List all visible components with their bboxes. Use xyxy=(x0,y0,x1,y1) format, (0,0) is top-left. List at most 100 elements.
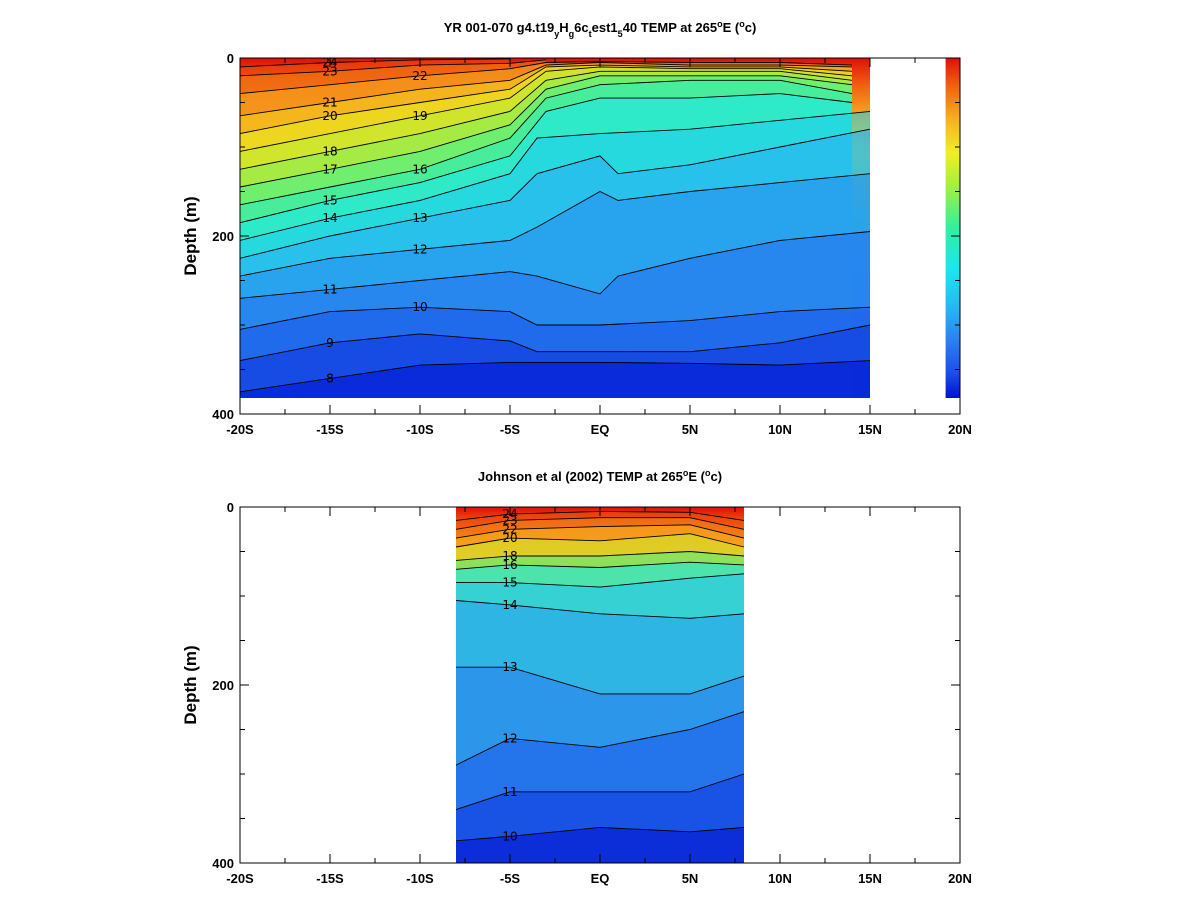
x-tick-label: 5N xyxy=(682,422,699,437)
contour-line xyxy=(239,66,853,152)
contour-line xyxy=(239,61,853,95)
contour-line xyxy=(239,79,853,206)
title-part: c) xyxy=(745,20,757,35)
contour-label: 18 xyxy=(322,144,337,158)
y-tick-label: 200 xyxy=(212,229,234,244)
y-tick-label: 200 xyxy=(212,678,234,693)
contour-line xyxy=(455,524,745,539)
contour-line xyxy=(239,62,853,117)
title-part: YR 001-070 g4.t19 xyxy=(444,20,555,35)
title-part: g xyxy=(569,29,575,39)
contour-label: 19 xyxy=(412,109,427,123)
contour-label: 13 xyxy=(412,211,427,225)
contour-label: 16 xyxy=(502,558,517,572)
contour-label: 13 xyxy=(502,660,517,674)
contour-label: 12 xyxy=(412,242,427,256)
x-tick-label: 10N xyxy=(768,871,792,886)
contour-line xyxy=(239,70,853,170)
contour-label: 14 xyxy=(322,211,337,225)
contour-band xyxy=(456,827,744,863)
contour-line xyxy=(239,324,871,362)
x-tick-label: EQ xyxy=(591,422,610,437)
contour-label: 12 xyxy=(502,731,517,745)
contour-line xyxy=(455,711,745,766)
contour-line xyxy=(239,360,871,393)
contour-label: 10 xyxy=(502,829,517,843)
contour-line xyxy=(455,600,745,619)
contour-label: 17 xyxy=(322,162,337,176)
contour-line xyxy=(455,773,745,811)
x-tick-label: -10S xyxy=(406,871,434,886)
y-axis-label: Depth (m) xyxy=(181,645,200,724)
title-part: o xyxy=(705,468,711,478)
title-part: Johnson et al (2002) TEMP at 265 xyxy=(478,469,683,484)
chart-title: Johnson et al (2002) TEMP at 265oE (oc) xyxy=(478,468,722,484)
title-part: o xyxy=(683,468,689,478)
land-mask xyxy=(870,58,942,398)
contour-line xyxy=(239,93,853,224)
contour-label: 8 xyxy=(326,371,334,385)
x-tick-label: -5S xyxy=(500,422,521,437)
contour-line xyxy=(455,517,745,530)
title-part: y xyxy=(554,29,559,39)
contour-label: 14 xyxy=(502,598,517,612)
contour-label: 21 xyxy=(322,96,337,110)
contour-label: 16 xyxy=(412,162,427,176)
contour-label: 20 xyxy=(322,109,337,123)
contour-label: 22 xyxy=(502,522,517,536)
contour-line xyxy=(455,826,745,842)
contour-label: 23 xyxy=(502,513,517,527)
y-tick-label: 400 xyxy=(212,856,234,871)
x-tick-label: -15S xyxy=(316,422,344,437)
title-part: H xyxy=(559,20,568,35)
contour-line xyxy=(239,75,853,188)
x-tick-label: -15S xyxy=(316,871,344,886)
title-part: 6c xyxy=(574,20,588,35)
x-tick-label: 10N xyxy=(768,422,792,437)
x-tick-label: 20N xyxy=(948,422,972,437)
title-part: 40 TEMP at 265 xyxy=(623,20,717,35)
contour-line xyxy=(455,551,745,561)
y-axis-label: Depth (m) xyxy=(181,196,200,275)
title-part: c) xyxy=(711,469,723,484)
contour-label: 20 xyxy=(502,531,517,545)
contour-label: 22 xyxy=(412,69,427,83)
contour-label: 9 xyxy=(326,336,334,350)
x-tick-label: 20N xyxy=(948,871,972,886)
title-part: E ( xyxy=(688,469,705,484)
x-tick-label: -20S xyxy=(226,422,254,437)
title-part: o xyxy=(717,19,723,29)
x-tick-label: 15N xyxy=(858,871,882,886)
x-tick-label: -5S xyxy=(500,871,521,886)
x-tick-label: EQ xyxy=(591,871,610,886)
contour-line xyxy=(239,173,871,277)
y-tick-label: 0 xyxy=(227,51,234,66)
title-part: est1 xyxy=(592,20,618,35)
contour-label: 15 xyxy=(502,576,517,590)
contour-label: 11 xyxy=(322,282,337,296)
contour-label: 15 xyxy=(322,193,337,207)
title-part: t xyxy=(589,29,592,39)
contour-line xyxy=(239,306,871,330)
x-tick-label: 15N xyxy=(858,422,882,437)
coastal-strip xyxy=(945,58,960,398)
title-part: E ( xyxy=(723,20,740,35)
contour-line xyxy=(239,64,853,135)
contour-line xyxy=(239,231,871,299)
x-tick-label: -20S xyxy=(226,871,254,886)
contour-label: 11 xyxy=(502,785,517,799)
x-tick-label: -10S xyxy=(406,422,434,437)
x-tick-label: 5N xyxy=(682,871,699,886)
contour-label: 10 xyxy=(412,300,427,314)
title-part: 5 xyxy=(618,29,623,39)
contour-line xyxy=(455,533,745,548)
contour-line xyxy=(239,128,871,259)
contour-line xyxy=(455,561,745,570)
contour-line xyxy=(239,110,871,241)
title-part: o xyxy=(739,19,745,29)
contour-label: 23 xyxy=(322,64,337,78)
y-tick-label: 0 xyxy=(227,500,234,515)
